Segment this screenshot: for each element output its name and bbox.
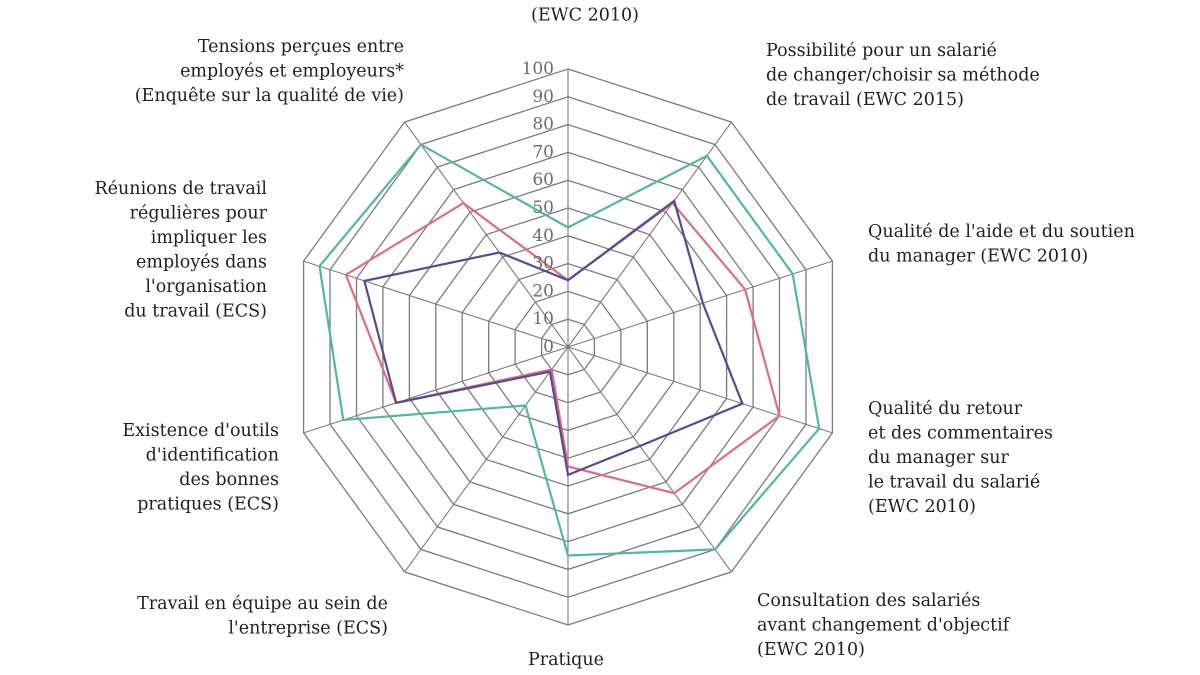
axis-label-7: Existence d'outils d'identification des bo… (122, 421, 279, 515)
tick-label-50: 50 (532, 198, 554, 218)
spoke-9 (404, 121, 569, 348)
axis-label-2-line-0: Qualité de l'aide et du soutien (868, 222, 1135, 242)
axis-label-9-line-0: Tensions perçues entre (198, 37, 404, 57)
axis-label-6-line-1: l'entreprise (ECS) (228, 619, 388, 639)
axis-label-5-line-0: Pratique (528, 650, 604, 670)
axis-label-3-line-0: Qualité du retour (868, 399, 1023, 419)
axis-label-1-line-0: Possibilité pour un salarié (766, 41, 997, 61)
series-line-2 (344, 201, 781, 495)
tick-label-80: 80 (532, 115, 554, 135)
axis-label-2: Qualité de l'aide et du soutien du manage… (868, 222, 1135, 267)
axis-label-9: Tensions perçues entre employés et employ… (135, 37, 405, 106)
axis-label-1-line-2: de travail (EWC 2015) (766, 90, 964, 110)
axis-label-3-line-2: du manager sur (868, 448, 1010, 468)
spoke-8 (303, 260, 569, 348)
spoke-1 (567, 121, 732, 348)
grid (302, 68, 834, 626)
axis-label-7-line-3: pratiques (ECS) (137, 495, 279, 515)
axis-label-0-line-1: (EWC 2010) (531, 6, 639, 26)
tick-label-40: 40 (532, 226, 554, 246)
axis-label-5: Pratique (528, 650, 604, 670)
tick-label-0: 0 (543, 337, 554, 357)
series-lines (318, 143, 821, 557)
axis-label-4-line-1: avant changement d'objectif (757, 616, 1011, 636)
axis-label-1: Possibilité pour un salarié de changer/ch… (766, 41, 1040, 110)
axis-label-0: Autonomie des équipes (EWC 2010) (481, 0, 688, 26)
axis-label-0-line-0: Autonomie des équipes (481, 0, 688, 1)
tick-label-10: 10 (532, 309, 554, 329)
spoke-3 (567, 346, 833, 434)
axis-label-9-line-1: employés et employeurs* (180, 62, 404, 82)
axis-label-4-line-2: (EWC 2010) (757, 640, 865, 660)
tick-label-100: 100 (522, 59, 554, 79)
spoke-4 (567, 346, 732, 573)
axis-label-8-line-2: impliquer les (151, 228, 267, 248)
tick-label-90: 90 (532, 87, 554, 107)
axis-label-7-line-1: d'identification (146, 446, 279, 466)
tick-label-60: 60 (532, 170, 554, 190)
axis-label-8-line-5: du travail (ECS) (124, 302, 267, 322)
tick-label-30: 30 (532, 254, 554, 274)
spoke-2 (567, 260, 833, 348)
tick-label-20: 20 (532, 281, 554, 301)
axis-label-3: Qualité du retour et des commentaires du m… (868, 399, 1053, 517)
series-line-3 (363, 198, 744, 477)
axis-label-8-line-4: l'organisation (145, 277, 267, 297)
spoke-6 (404, 346, 569, 573)
axis-label-3-line-4: (EWC 2010) (868, 497, 976, 517)
axis-label-2-line-1: du manager (EWC 2010) (868, 247, 1088, 267)
tick-label-70: 70 (532, 142, 554, 162)
axis-label-8: Réunions de travail régulières pour impliq… (95, 179, 268, 322)
axis-label-8-line-3: employés dans (136, 253, 267, 273)
axis-label-3-line-3: le travail du salarié (868, 473, 1040, 493)
series-line-1 (318, 143, 821, 557)
axis-label-9-line-2: (Enquête sur la qualité de vie) (135, 86, 404, 106)
axis-label-1-line-1: de changer/choisir sa méthode (766, 66, 1040, 86)
radial-tick-labels: 0 10 20 30 40 50 60 70 80 90 100 (522, 59, 554, 357)
axis-label-7-line-0: Existence d'outils (122, 421, 279, 441)
axis-label-4: Consultation des salariés avant changemen… (757, 591, 1011, 660)
axis-label-6: Travail en équipe au sein de l'entreprise… (137, 594, 388, 639)
axis-label-8-line-0: Réunions de travail (95, 179, 268, 199)
axis-labels: Autonomie des équipes (EWC 2010) Possibili… (95, 0, 1135, 670)
axis-label-3-line-1: et des commentaires (868, 424, 1053, 444)
axis-label-7-line-2: des bonnes (179, 470, 279, 490)
axis-label-8-line-1: régulières pour (130, 204, 268, 224)
axis-label-4-line-0: Consultation des salariés (757, 591, 980, 611)
axis-label-6-line-0: Travail en équipe au sein de (137, 594, 388, 614)
